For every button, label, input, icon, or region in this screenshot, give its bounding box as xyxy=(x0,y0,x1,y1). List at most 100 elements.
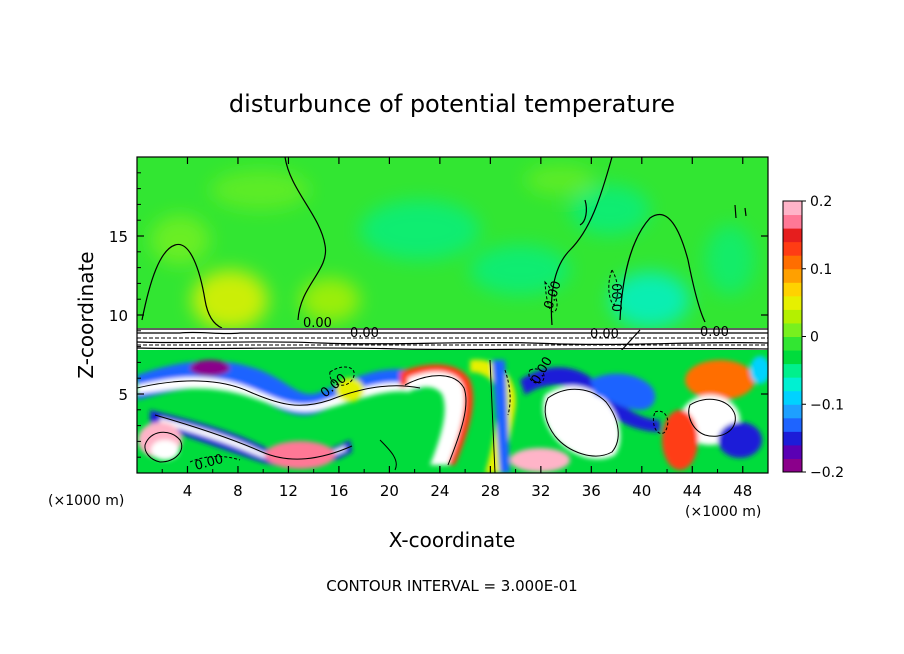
colorbar-tick-label: −0.1 xyxy=(810,397,844,413)
upper-blob xyxy=(192,270,268,329)
contour-line xyxy=(137,341,768,346)
x-tick-label: 36 xyxy=(582,482,601,500)
dashed-contour xyxy=(504,369,511,416)
contour-line xyxy=(544,388,619,457)
x-unit-right: (×1000 m) xyxy=(685,504,761,520)
swirl xyxy=(590,373,656,410)
x-tick-label: 4 xyxy=(183,482,193,500)
dashed-contour xyxy=(528,368,545,384)
x-tick-label: 28 xyxy=(481,482,500,500)
colorbar-swatch xyxy=(783,350,802,365)
swirl xyxy=(137,377,410,412)
x-tick-label: 24 xyxy=(430,482,449,500)
colorbar-swatch xyxy=(783,309,802,324)
x-tick-label: 16 xyxy=(329,482,348,500)
upper-blob xyxy=(210,170,310,210)
contour-line xyxy=(688,398,736,437)
upper-blob xyxy=(525,165,595,195)
contour-line xyxy=(744,207,747,217)
x-tick-label: 44 xyxy=(683,482,702,500)
upper-blob xyxy=(610,272,690,328)
x-tick-label: 32 xyxy=(531,482,550,500)
colorbar-swatch xyxy=(783,336,802,351)
upper-blob xyxy=(360,200,480,260)
contour-line xyxy=(137,347,768,351)
x-tick-label: 48 xyxy=(733,482,752,500)
swirl xyxy=(151,440,179,460)
colorbar-swatch xyxy=(783,228,802,243)
contour-line xyxy=(550,157,613,326)
swirl xyxy=(718,422,762,458)
upper-dashed-contours xyxy=(544,268,619,313)
y-axis: 5 10 15 xyxy=(109,172,768,458)
swirl xyxy=(190,360,230,376)
swirl xyxy=(750,356,768,384)
upper-contours xyxy=(141,157,747,329)
colorbar-swatch xyxy=(783,201,802,216)
contour-line xyxy=(404,375,467,466)
contour-line xyxy=(619,214,706,323)
swirl xyxy=(520,367,660,432)
lower-dashed-contours xyxy=(189,366,669,463)
dashed-contour xyxy=(189,456,241,463)
contour-label: 0.00 xyxy=(303,316,332,331)
colorbar-swatch xyxy=(783,241,802,256)
swirl xyxy=(160,418,346,463)
upper-blob xyxy=(705,225,755,295)
x-tick-label: 40 xyxy=(632,482,651,500)
colorbar-swatch xyxy=(783,377,802,392)
x-axis: 4 8 12 16 20 24 28 32 36 40 44 48 xyxy=(161,157,752,500)
swirl xyxy=(265,441,335,469)
contour-line xyxy=(137,331,768,335)
y-tick-label: 10 xyxy=(109,307,128,325)
dashed-contour xyxy=(652,410,669,434)
colorbar-swatch xyxy=(783,431,802,446)
contour-line xyxy=(141,243,223,329)
x-tick-label: 8 xyxy=(233,482,243,500)
contour-line xyxy=(154,414,353,460)
contour-label: 0.00 xyxy=(350,326,379,341)
colorbar-swatch xyxy=(783,282,802,297)
lower-field xyxy=(137,350,768,473)
contour-interval-footer: CONTOUR INTERVAL = 3.000E-01 xyxy=(326,577,577,595)
y-tick-label: 5 xyxy=(118,386,128,404)
swirl xyxy=(510,448,570,472)
dashed-contour xyxy=(329,366,355,386)
swirl xyxy=(543,385,621,459)
swirl xyxy=(150,410,352,468)
y-axis-label: Z-coordinate xyxy=(74,251,98,378)
colorbar-swatch xyxy=(783,255,802,270)
contour-label: 0.00 xyxy=(700,325,729,340)
contour-label: 0.00 xyxy=(611,283,626,312)
colorbar-swatch xyxy=(783,214,802,229)
dashed-contour xyxy=(608,268,619,306)
lower-contours xyxy=(137,359,736,473)
upper-blob xyxy=(150,215,210,265)
swirl xyxy=(662,410,698,470)
x-axis-label: X-coordinate xyxy=(389,528,516,552)
colorbar-tick-label: 0 xyxy=(810,330,819,346)
contour-line xyxy=(379,439,397,471)
y-tick-label: 15 xyxy=(109,228,128,246)
x-unit-left: (×1000 m) xyxy=(48,493,124,509)
dashed-contour xyxy=(544,280,558,313)
band-contours xyxy=(137,328,768,353)
colorbar-tick-label: 0.2 xyxy=(810,194,832,210)
contour-line xyxy=(137,380,421,406)
colorbar: 0.2 0.1 0 −0.1 −0.2 xyxy=(782,194,844,481)
contour-line xyxy=(284,157,327,321)
colorbar-swatch xyxy=(783,268,802,283)
contour-line xyxy=(619,329,641,353)
contour-label: 0.00 xyxy=(590,327,619,342)
upper-blob xyxy=(570,185,650,235)
colorbar-swatch xyxy=(783,444,802,459)
colorbar-swatch xyxy=(783,363,802,378)
contour-line xyxy=(579,199,587,226)
colorbar-swatch xyxy=(783,417,802,432)
colorbar-tick-label: −0.2 xyxy=(810,465,844,481)
contour-label: 0.00 xyxy=(193,452,225,474)
contour-line xyxy=(144,431,183,463)
swirl xyxy=(408,371,465,465)
colorbar-swatch xyxy=(783,390,802,405)
